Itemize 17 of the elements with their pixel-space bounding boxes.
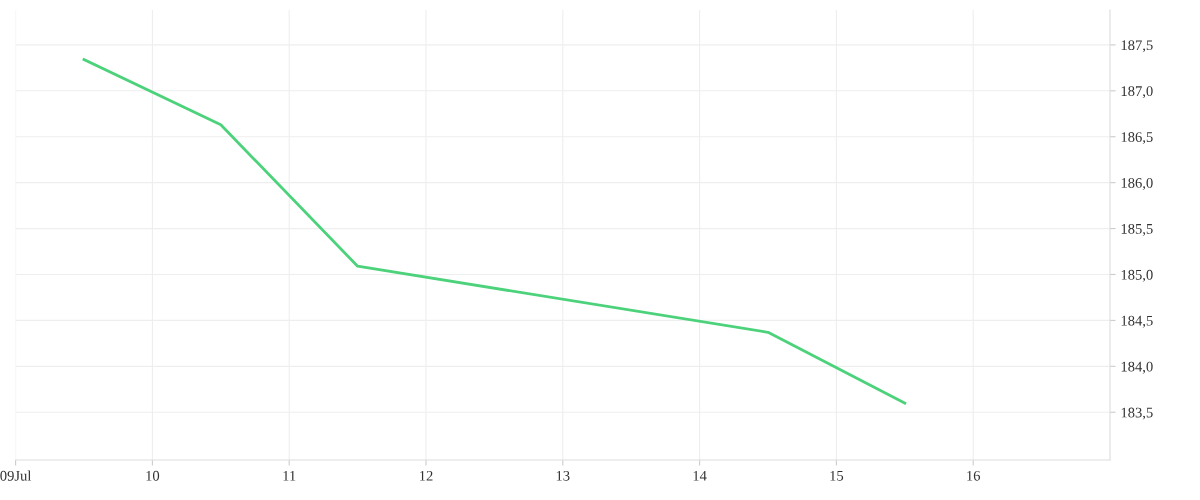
x-tick-label: 10 — [146, 470, 160, 481]
x-tick-label: 12 — [419, 470, 433, 481]
x-tick-label: 11 — [283, 470, 296, 481]
y-tick-label: 184,0 — [1121, 361, 1153, 374]
x-tick-label: 14 — [693, 470, 707, 481]
x-tick-label: 09Jul — [0, 470, 32, 481]
y-tick-label: 184,5 — [1121, 315, 1153, 328]
y-tick-label: 185,0 — [1121, 269, 1153, 282]
y-tick-label: 183,5 — [1121, 407, 1153, 420]
x-tick-label: 15 — [830, 470, 844, 481]
x-tick-label: 16 — [967, 470, 981, 481]
y-tick-label: 186,0 — [1121, 178, 1153, 190]
y-tick-label: 185,5 — [1121, 223, 1153, 236]
x-tick-label: 13 — [556, 470, 570, 481]
y-tick-label: 187,5 — [1121, 40, 1153, 53]
y-tick-label: 186,5 — [1121, 132, 1153, 145]
y-tick-label: 187,0 — [1121, 86, 1153, 99]
